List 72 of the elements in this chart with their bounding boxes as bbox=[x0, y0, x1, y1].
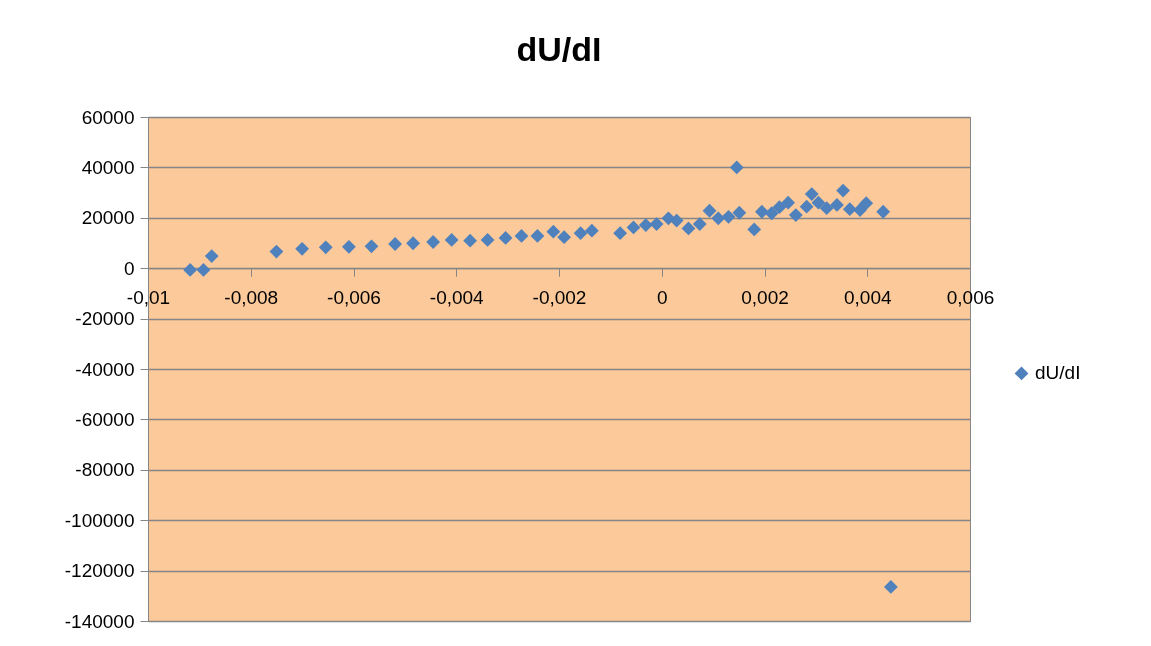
x-tick-label: -0,002 bbox=[532, 286, 587, 308]
point bbox=[444, 233, 459, 247]
point bbox=[626, 220, 641, 235]
y-tick-label: 60000 bbox=[81, 106, 135, 128]
x-tick-label: 0,004 bbox=[843, 286, 892, 308]
y-tick-label: -60000 bbox=[75, 408, 135, 430]
point bbox=[613, 226, 628, 241]
point bbox=[692, 217, 707, 231]
point bbox=[702, 203, 717, 218]
point bbox=[318, 240, 333, 255]
point bbox=[830, 198, 844, 212]
y-tick-label: 0 bbox=[123, 257, 135, 279]
point bbox=[799, 199, 814, 214]
x-tick-label: 0,006 bbox=[946, 286, 995, 308]
point bbox=[804, 187, 819, 201]
x-tick-label: -0,008 bbox=[224, 286, 279, 308]
point bbox=[732, 205, 747, 220]
point bbox=[883, 580, 898, 594]
y-tick-label: -40000 bbox=[75, 358, 135, 380]
point bbox=[755, 204, 769, 219]
point bbox=[295, 241, 310, 256]
x-tick-label: 0 bbox=[656, 286, 668, 308]
point bbox=[649, 217, 664, 231]
point bbox=[721, 209, 736, 224]
point bbox=[764, 206, 779, 221]
point bbox=[406, 236, 420, 251]
legend-label: dU/dI bbox=[1035, 362, 1081, 384]
y-tick-label: -80000 bbox=[75, 459, 135, 481]
chart-title: dU/dI bbox=[516, 30, 602, 68]
point bbox=[557, 230, 572, 245]
point bbox=[498, 231, 513, 245]
point bbox=[772, 200, 787, 215]
point bbox=[341, 239, 356, 254]
point bbox=[711, 211, 726, 226]
point bbox=[811, 195, 826, 210]
point bbox=[836, 183, 850, 198]
y-tick-label: -140000 bbox=[64, 610, 135, 632]
y-tick-label: -20000 bbox=[75, 308, 135, 330]
point bbox=[638, 218, 653, 232]
point bbox=[183, 263, 198, 277]
point bbox=[681, 221, 696, 236]
point bbox=[514, 229, 529, 243]
y-tick-label: -120000 bbox=[64, 560, 135, 582]
point bbox=[781, 195, 796, 210]
point bbox=[388, 237, 403, 251]
point bbox=[747, 222, 762, 237]
point bbox=[729, 160, 744, 175]
point bbox=[661, 211, 676, 226]
point bbox=[426, 235, 441, 249]
point bbox=[480, 233, 495, 247]
point bbox=[859, 196, 874, 211]
y-tick-label: -100000 bbox=[64, 509, 135, 531]
y-tick-label: 40000 bbox=[81, 156, 135, 178]
point bbox=[842, 202, 857, 217]
point bbox=[876, 204, 891, 219]
x-tick-label: -0,004 bbox=[429, 286, 485, 308]
point bbox=[269, 244, 284, 259]
point bbox=[463, 233, 478, 248]
point bbox=[364, 239, 379, 254]
point bbox=[546, 224, 561, 239]
point bbox=[204, 249, 219, 263]
point bbox=[584, 223, 599, 238]
point bbox=[669, 213, 684, 228]
x-tick-label: -0,006 bbox=[327, 286, 381, 308]
y-tick-label: 20000 bbox=[81, 207, 135, 229]
point bbox=[819, 201, 834, 216]
point bbox=[788, 208, 803, 222]
point bbox=[530, 229, 545, 243]
point bbox=[196, 263, 211, 277]
x-tick-label: 0,002 bbox=[741, 286, 789, 308]
point bbox=[573, 226, 588, 241]
x-tick-label: -0,01 bbox=[126, 286, 171, 308]
